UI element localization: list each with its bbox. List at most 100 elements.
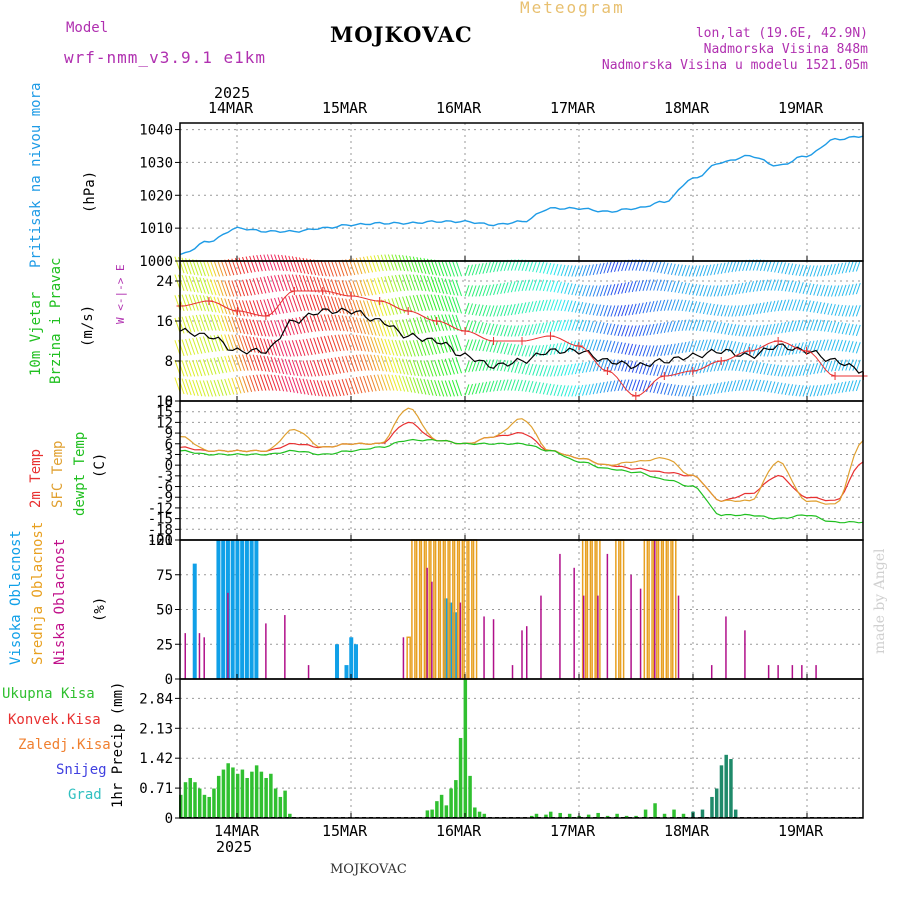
wind-vector — [770, 260, 776, 273]
wind-vector — [206, 278, 213, 295]
wind-vector — [320, 260, 327, 277]
wind-vector — [788, 299, 794, 311]
wind-vector — [606, 284, 612, 296]
wind-vector — [571, 319, 577, 331]
wind-gust-marker — [688, 367, 697, 375]
wind-vector — [224, 334, 231, 351]
wind-vector — [478, 359, 484, 372]
wind-vector — [468, 383, 473, 396]
wind-vector — [546, 262, 552, 275]
wind-vector — [653, 364, 658, 376]
wind-vector — [507, 379, 513, 391]
legend-zaledj: Zaledj.Kisa — [18, 737, 111, 753]
wind-vector — [674, 384, 680, 397]
wind-vector — [646, 324, 651, 336]
wind-vector — [642, 324, 648, 337]
precip-bar — [615, 813, 619, 818]
wind-vector — [592, 339, 598, 351]
wind-vector — [394, 374, 402, 392]
wind-vector — [663, 365, 669, 377]
wind-vector — [802, 364, 808, 376]
wind-vector — [295, 317, 302, 334]
wind-vector — [398, 319, 406, 337]
wind-vector — [621, 259, 626, 272]
wind-vector — [423, 275, 430, 292]
wind-vector — [624, 325, 630, 337]
wind-vector — [402, 274, 409, 291]
wind-vector — [553, 365, 559, 377]
wind-gust-marker — [717, 357, 726, 365]
wind-vector — [341, 259, 349, 277]
wind-vector — [845, 305, 851, 317]
wind-vector — [437, 336, 445, 354]
wind-vector — [419, 274, 427, 292]
precip-bar — [586, 814, 591, 818]
wind-vector — [500, 359, 505, 372]
wind-vector — [234, 377, 242, 394]
wind-vector — [478, 285, 484, 297]
wind-vector — [838, 359, 843, 371]
wind-vector — [202, 277, 210, 295]
wind-vector — [617, 379, 623, 392]
high-cloud-bar — [444, 598, 449, 679]
wind-vector — [845, 340, 851, 352]
wind-vector — [621, 325, 626, 337]
wind-vector — [688, 300, 694, 312]
wind-vector — [510, 325, 516, 337]
wind-vector — [444, 295, 452, 312]
wind-vector — [582, 264, 587, 277]
wind-vector — [464, 339, 470, 351]
wind-vector — [482, 284, 488, 297]
wind-vector — [493, 305, 498, 317]
wind-vector — [227, 315, 235, 333]
wind-vector — [670, 384, 676, 396]
low-cloud-bar — [573, 567, 575, 679]
wind-vector — [667, 299, 673, 311]
wind-vector — [202, 260, 210, 277]
wind-vector — [493, 260, 498, 273]
wind-vector — [624, 343, 630, 355]
wind-vector — [377, 337, 384, 355]
wind-vector — [521, 345, 527, 357]
high-cloud-bar — [230, 540, 235, 679]
high-cloud-bar — [335, 644, 340, 679]
wind-vector — [855, 324, 861, 337]
wind-vector — [535, 300, 541, 312]
wind-vector — [631, 344, 637, 356]
wind-vector — [291, 340, 299, 357]
low-cloud-bar — [184, 633, 186, 679]
wind-vector — [660, 382, 666, 395]
wind-vector — [638, 379, 644, 392]
wind-vector — [557, 384, 562, 397]
wind-vector — [806, 363, 811, 376]
precip-bar — [729, 759, 733, 818]
wind-vector — [788, 365, 794, 377]
wind-vector — [532, 381, 537, 393]
wind-vector — [192, 294, 199, 311]
wind-vector — [514, 303, 520, 315]
wind-vector — [485, 261, 491, 274]
wind-vector — [734, 359, 740, 371]
wind-vector — [521, 279, 527, 292]
wind-vector — [717, 304, 722, 317]
wind-vector — [809, 265, 815, 277]
low-cloud-bar — [639, 588, 642, 679]
axis-ticks: 104010301020101010002416801815129630-3-6… — [139, 123, 808, 827]
wind-vector — [430, 360, 438, 377]
wind-vector — [266, 320, 274, 337]
wind-vector — [231, 355, 238, 372]
wind-vector — [266, 356, 274, 373]
wind-vector — [341, 315, 349, 332]
wind-vector — [752, 280, 758, 292]
wind-vector — [444, 380, 452, 397]
wind-vector — [603, 305, 609, 317]
wind-vector — [663, 262, 669, 274]
wind-vector — [370, 255, 377, 272]
wind-vector — [571, 300, 577, 313]
wind-vector — [791, 320, 797, 332]
wind-vector — [259, 355, 267, 372]
wind-vector — [756, 280, 762, 292]
wind-vector — [692, 301, 698, 313]
wind-vector — [434, 259, 441, 276]
wind-vector — [277, 297, 285, 314]
